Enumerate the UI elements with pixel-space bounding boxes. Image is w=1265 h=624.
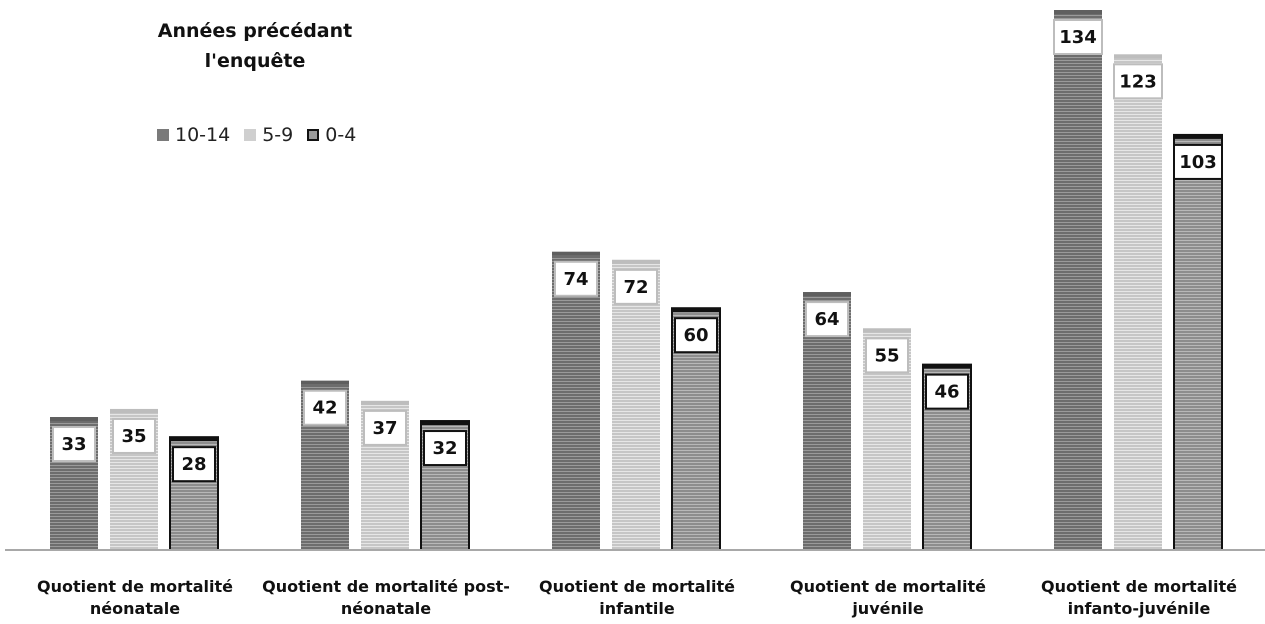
category-label-neonatale: Quotient de mortalité néonatale xyxy=(37,577,233,618)
bar-cap-0-4-infanto-juvenile xyxy=(1174,134,1222,139)
data-label-box-10-14-infanto-juvenile xyxy=(1053,19,1103,55)
data-label-box-10-14-infantile xyxy=(554,260,598,297)
bar-5-9-infanto-juvenile xyxy=(1114,54,1162,550)
data-label-box-0-4-juvenile xyxy=(925,373,969,410)
data-label-box-0-4-infantile xyxy=(674,317,718,354)
data-label-5-9-infanto-juvenile: 123 xyxy=(1119,71,1157,92)
data-label-box-5-9-juvenile xyxy=(865,337,909,374)
bar-cap-10-14-infantile xyxy=(552,251,600,256)
data-label-0-4-neonatale: 28 xyxy=(181,454,206,475)
data-label-box-5-9-infanto-juvenile xyxy=(1113,63,1163,100)
legend-swatch-0-4 xyxy=(307,129,320,141)
category-label-infanto-juvenile: Quotient de mortalité infanto-juvénile xyxy=(1041,577,1237,618)
bar-cap-0-4-juvenile xyxy=(923,364,971,369)
bar-cap-10-14-juvenile xyxy=(803,292,851,297)
data-label-box-0-4-post-neonatale xyxy=(423,430,467,467)
data-label-0-4-post-neonatale: 32 xyxy=(432,438,457,459)
bar-10-14-infantile xyxy=(552,251,600,550)
bar-cap-0-4-neonatale xyxy=(170,437,218,442)
data-label-10-14-neonatale: 33 xyxy=(61,434,86,455)
data-label-10-14-juvenile: 64 xyxy=(814,309,839,330)
legend-item-0-4: 0-4 xyxy=(307,124,356,146)
bar-cap-10-14-neonatale xyxy=(50,417,98,422)
data-label-10-14-infanto-juvenile: 134 xyxy=(1059,27,1097,48)
data-label-0-4-juvenile: 46 xyxy=(934,382,959,403)
data-label-box-10-14-neonatale xyxy=(52,426,96,463)
legend-item-5-9: 5-9 xyxy=(244,124,293,146)
bar-cap-10-14-post-neonatale xyxy=(301,380,349,385)
category-label-juvenile: Quotient de mortalité juvénile xyxy=(790,577,986,618)
legend-label-5-9: 5-9 xyxy=(262,124,294,146)
bar-cap-5-9-infantile xyxy=(612,259,660,264)
data-label-box-10-14-juvenile xyxy=(805,301,849,338)
data-label-box-5-9-neonatale xyxy=(112,417,156,454)
data-label-10-14-infantile: 74 xyxy=(563,269,588,290)
bar-cap-0-4-post-neonatale xyxy=(421,421,469,426)
data-label-box-5-9-post-neonatale xyxy=(363,409,407,446)
category-label-post-neonatale: Quotient de mortalité post- néonatale xyxy=(262,577,510,618)
bar-0-4-infanto-juvenile xyxy=(1173,133,1223,551)
bars-layer: 33 42 74 64 134 35 37 72 55 123 28 32 60 46 103 xyxy=(50,10,1223,552)
legend-label-0-4: 0-4 xyxy=(325,124,357,146)
legend: 10-14 5-9 0-4 xyxy=(157,124,356,146)
bar-5-9-infantile xyxy=(612,259,660,550)
data-label-0-4-infantile: 60 xyxy=(683,325,708,346)
data-label-box-0-4-infanto-juvenile xyxy=(1173,143,1223,180)
data-label-5-9-juvenile: 55 xyxy=(874,345,899,366)
bar-cap-10-14-infanto-juvenile xyxy=(1054,10,1102,14)
bar-cap-0-4-infantile xyxy=(672,308,720,313)
bar-cap-5-9-post-neonatale xyxy=(361,400,409,405)
legend-swatch-10-14 xyxy=(157,129,169,141)
data-label-5-9-infantile: 72 xyxy=(623,277,648,298)
data-label-5-9-neonatale: 35 xyxy=(121,426,146,447)
data-label-box-5-9-infantile xyxy=(614,268,658,305)
data-label-0-4-infanto-juvenile: 103 xyxy=(1179,152,1217,173)
legend-title: Années précédant l'enquête xyxy=(157,20,353,72)
data-label-box-10-14-post-neonatale xyxy=(303,389,347,426)
bar-10-14-infanto-juvenile xyxy=(1054,10,1102,550)
bar-cap-5-9-neonatale xyxy=(110,408,158,413)
legend-item-10-14: 10-14 xyxy=(157,124,230,146)
data-label-box-0-4-neonatale xyxy=(172,446,216,483)
data-label-10-14-post-neonatale: 42 xyxy=(312,398,337,419)
legend-label-10-14: 10-14 xyxy=(175,124,231,146)
bar-cap-5-9-infanto-juvenile xyxy=(1114,54,1162,59)
bar-cap-5-9-juvenile xyxy=(863,328,911,333)
data-label-5-9-post-neonatale: 37 xyxy=(372,418,397,439)
legend-swatch-5-9 xyxy=(244,129,257,141)
category-label-infantile: Quotient de mortalité infantile xyxy=(539,577,735,618)
